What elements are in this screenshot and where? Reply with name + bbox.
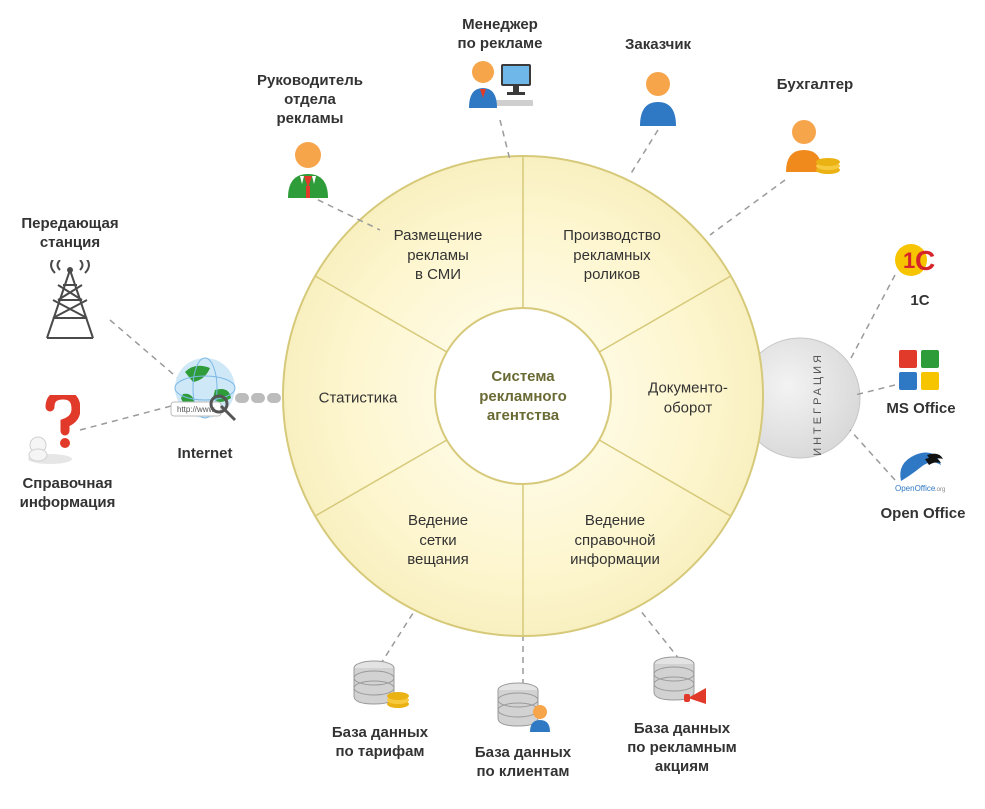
- openoffice-label: Open Office: [878, 505, 968, 524]
- integration-label: ИНТЕГРАЦИЯ: [812, 352, 824, 456]
- svg-text:http://www: http://www: [177, 405, 215, 414]
- person-monitor-icon: [465, 58, 535, 122]
- onec-label: 1C: [905, 292, 935, 311]
- segment-label-2: Документо- оборот: [648, 379, 728, 418]
- svg-text:.org: .org: [935, 487, 945, 493]
- info-label: Справочная информация: [10, 475, 125, 513]
- db-person-icon: [492, 680, 554, 736]
- segment-label-3: Ведение справочной информации: [570, 511, 660, 570]
- msoffice-icon: [897, 348, 943, 392]
- question-icon: [20, 395, 80, 465]
- msoffice-label: MS Office: [885, 400, 957, 419]
- globe-icon: http://www: [165, 350, 245, 430]
- openoffice-icon: OpenOffice.org: [895, 445, 945, 493]
- accountant-label: Бухгалтер: [770, 76, 860, 95]
- db-coins-icon: [348, 658, 412, 714]
- db-horn-icon: [648, 654, 712, 710]
- segment-label-5: Статистика: [319, 388, 398, 408]
- segment-label-1: Производство рекламных роликов: [563, 226, 661, 285]
- segment-label-4: Ведение сетки вещания: [407, 511, 469, 570]
- segment-label-0: Размещение рекламы в СМИ: [394, 226, 483, 285]
- tower-icon: [35, 260, 105, 340]
- manager-label: Менеджер по рекламе: [445, 16, 555, 54]
- person-orange-coins-icon: [780, 118, 844, 182]
- db-tariff-label: База данных по тарифам: [325, 724, 435, 762]
- center-label: Система рекламного агентства: [479, 367, 567, 426]
- svg-text:C: C: [915, 245, 935, 276]
- person-green-icon: [280, 140, 336, 200]
- internet-label: Internet: [170, 445, 240, 464]
- db-promo-label: База данных по рекламным акциям: [622, 720, 742, 776]
- customer-label: Заказчик: [618, 36, 698, 55]
- svg-text:1: 1: [903, 248, 915, 273]
- db-clients-label: База данных по клиентам: [467, 744, 579, 782]
- onec-icon: 1 C: [895, 238, 945, 282]
- station-label: Передающая станция: [15, 215, 125, 253]
- person-blue-icon: [632, 70, 684, 128]
- svg-text:OpenOffice: OpenOffice: [895, 484, 936, 493]
- head-label: Руководитель отдела рекламы: [250, 72, 370, 128]
